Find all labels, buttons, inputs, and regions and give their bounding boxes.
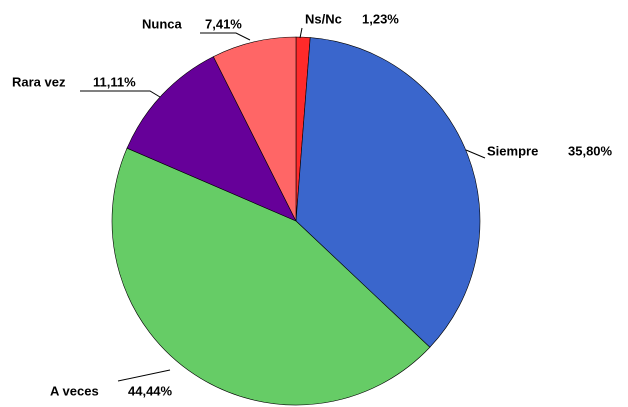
pie-slice [126, 56, 297, 222]
pie-slice [111, 147, 431, 406]
value-label: 1,23% [362, 11, 399, 26]
leader-line [117, 369, 171, 382]
slice-label: A veces [50, 383, 99, 398]
value-label: 7,41% [205, 16, 242, 31]
slice-label: Ns/Nc [305, 11, 342, 26]
leader-line [299, 27, 303, 39]
slice-label: Siempre [487, 143, 538, 158]
slice-label: Nunca [142, 16, 183, 31]
value-label: 44,44% [128, 383, 173, 398]
pie-slice [212, 36, 297, 222]
leader-line [465, 149, 486, 159]
pie-slice [295, 37, 481, 348]
value-label: 11,11% [93, 74, 136, 89]
slice-label: Rara vez [12, 74, 66, 89]
leader-line [80, 90, 161, 98]
leader-line [200, 32, 251, 41]
value-label: 35,80% [568, 143, 613, 158]
